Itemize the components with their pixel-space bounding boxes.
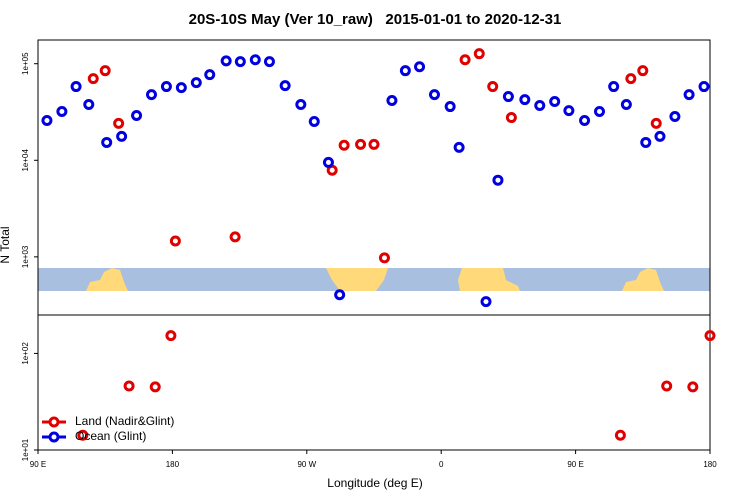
point xyxy=(650,117,662,129)
point xyxy=(608,81,620,93)
land-blob xyxy=(622,268,664,291)
point xyxy=(614,429,626,441)
point xyxy=(378,252,390,264)
point xyxy=(487,81,499,93)
point xyxy=(263,56,275,68)
point xyxy=(295,99,307,111)
legend-label: Land (Nadir&Glint) xyxy=(75,414,174,428)
point xyxy=(473,48,485,60)
y-tick-label: 1e+04 xyxy=(21,148,30,171)
point xyxy=(661,380,673,392)
point xyxy=(175,82,187,94)
point xyxy=(368,138,380,150)
point xyxy=(640,136,652,148)
y-tick-label: 1e+02 xyxy=(21,342,30,365)
x-tick-label: 180 xyxy=(703,460,717,469)
point xyxy=(41,115,53,127)
point xyxy=(620,99,632,111)
point xyxy=(308,116,320,128)
point xyxy=(480,296,492,308)
point xyxy=(683,89,695,101)
point xyxy=(169,235,181,247)
plot-frame xyxy=(37,39,711,451)
point xyxy=(338,139,350,151)
chart-title: 20S-10S May (Ver 10_raw) 2015-01-01 to 2… xyxy=(189,11,562,28)
point xyxy=(149,381,161,393)
y-axis-label: N Total xyxy=(0,226,12,263)
point xyxy=(492,174,504,186)
point xyxy=(386,94,398,106)
land-blob xyxy=(458,268,520,291)
point xyxy=(56,105,68,117)
point xyxy=(687,381,699,393)
legend-marker xyxy=(48,416,60,428)
point xyxy=(99,65,111,77)
point xyxy=(77,429,89,441)
land-blob xyxy=(86,268,128,291)
legend-label: Ocean (Glint) xyxy=(75,429,146,443)
point xyxy=(279,80,291,92)
point xyxy=(334,289,346,301)
y-tick-label: 1e+05 xyxy=(21,52,30,75)
point xyxy=(131,109,143,121)
point xyxy=(563,105,575,117)
point xyxy=(87,73,99,85)
point xyxy=(204,69,216,81)
point xyxy=(101,136,113,148)
point xyxy=(116,130,128,142)
point xyxy=(83,99,95,111)
point xyxy=(459,54,471,66)
point xyxy=(519,94,531,106)
point xyxy=(669,111,681,123)
map-strip xyxy=(38,268,710,291)
point xyxy=(625,73,637,85)
point xyxy=(704,330,716,342)
point xyxy=(322,156,334,168)
point xyxy=(502,91,514,103)
x-tick-label: 0 xyxy=(439,460,444,469)
point xyxy=(355,138,367,150)
point xyxy=(160,81,172,93)
point xyxy=(505,112,517,124)
x-axis-label: Longitude (deg E) xyxy=(327,476,422,490)
point xyxy=(165,330,177,342)
point xyxy=(579,115,591,127)
x-tick-label: 90 E xyxy=(567,460,583,469)
point xyxy=(453,141,465,153)
y-tick-label: 1e+01 xyxy=(21,438,30,461)
point xyxy=(220,55,232,67)
point xyxy=(113,117,125,129)
point xyxy=(190,77,202,89)
point xyxy=(234,56,246,68)
point xyxy=(428,89,440,101)
point xyxy=(123,380,135,392)
legend-marker xyxy=(48,431,60,443)
x-tick-label: 90 W xyxy=(297,460,316,469)
point xyxy=(534,100,546,112)
point xyxy=(444,101,456,113)
point xyxy=(70,81,82,93)
y-tick-label: 1e+03 xyxy=(21,245,30,268)
point xyxy=(145,89,157,101)
point xyxy=(249,54,261,66)
point xyxy=(229,231,241,243)
point xyxy=(698,81,710,93)
point xyxy=(593,105,605,117)
x-tick-label: 180 xyxy=(166,460,180,469)
point xyxy=(637,65,649,77)
point xyxy=(399,65,411,77)
land-blob xyxy=(326,268,388,291)
point xyxy=(414,61,426,73)
point xyxy=(549,96,561,108)
x-tick-label: 90 E xyxy=(30,460,46,469)
point xyxy=(654,130,666,142)
